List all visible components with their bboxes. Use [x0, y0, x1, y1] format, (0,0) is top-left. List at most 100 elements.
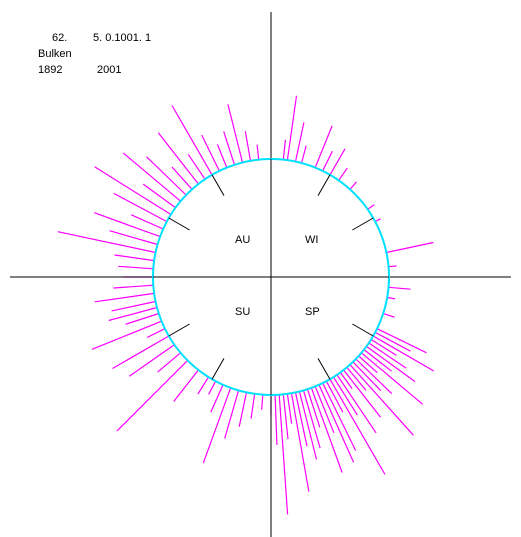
- bar-54: [210, 384, 224, 413]
- bar-73: [109, 230, 158, 246]
- bar-79: [122, 152, 181, 202]
- ring-tick-10: [168, 217, 190, 231]
- bar-71: [114, 254, 155, 262]
- header-line1-b: 5. 0.1001. 1: [93, 32, 152, 44]
- bar-14: [387, 296, 396, 300]
- bar-33: [329, 378, 386, 475]
- bar-42: [294, 392, 308, 447]
- bar-19: [370, 338, 397, 356]
- ring-tick-5: [317, 358, 331, 380]
- bar-70: [118, 265, 154, 270]
- bar-77: [94, 166, 172, 216]
- bar-62: [146, 328, 166, 339]
- ring-tick-2: [352, 217, 374, 231]
- bar-0: [282, 139, 286, 160]
- bars-layer: [57, 95, 435, 515]
- bar-52: [224, 390, 240, 439]
- tick-marks: [153, 159, 389, 395]
- bar-55: [208, 380, 217, 395]
- bar-46: [278, 394, 289, 515]
- bar-74: [94, 212, 161, 238]
- bar-84: [171, 105, 213, 176]
- bar-50: [250, 393, 256, 419]
- bar-25: [355, 358, 393, 395]
- bar-22: [363, 349, 392, 372]
- bar-39: [306, 389, 321, 428]
- bar-5: [322, 150, 333, 172]
- bar-6: [329, 148, 346, 176]
- bar-41: [298, 391, 318, 460]
- bar-36: [318, 384, 355, 463]
- bar-57: [173, 369, 199, 402]
- bar-85: [201, 134, 220, 172]
- bar-45: [282, 394, 289, 440]
- bar-89: [244, 131, 252, 161]
- bar-9: [367, 204, 375, 210]
- ring-tick-7: [211, 358, 225, 380]
- bar-68: [113, 284, 154, 289]
- ring-tick-8: [168, 323, 190, 337]
- bar-51: [238, 392, 248, 427]
- bar-81: [171, 166, 193, 190]
- bar-1: [286, 95, 298, 161]
- year-start: 1892: [38, 64, 63, 76]
- bar-83: [187, 153, 206, 180]
- bar-24: [358, 355, 378, 374]
- bar-17: [374, 331, 411, 352]
- bar-27: [349, 364, 414, 436]
- bar-59: [157, 352, 181, 373]
- bar-44: [286, 393, 293, 424]
- bar-18: [372, 335, 435, 372]
- season-label-sp: SP: [305, 306, 320, 318]
- ring-tick-4: [352, 323, 374, 337]
- ring-tick-11: [211, 174, 225, 196]
- bar-37: [314, 386, 335, 434]
- bar-72: [57, 231, 156, 254]
- bar-90: [256, 144, 260, 160]
- bar-80: [146, 156, 187, 196]
- bar-86: [216, 144, 228, 168]
- station-name: Bulken: [38, 48, 72, 60]
- bar-32: [332, 376, 358, 416]
- bar-56: [197, 376, 210, 395]
- bar-60: [128, 344, 175, 377]
- bar-20: [368, 342, 407, 369]
- bar-4: [314, 125, 333, 168]
- bar-47: [274, 394, 278, 445]
- season-label-au: AU: [235, 234, 250, 246]
- bar-53: [202, 387, 232, 464]
- bar-49: [261, 394, 264, 410]
- bar-82: [157, 132, 199, 185]
- bar-34: [325, 380, 344, 413]
- bar-11: [386, 241, 434, 254]
- ring-tick-1: [317, 174, 331, 196]
- bar-29: [343, 369, 382, 418]
- bar-61: [112, 335, 170, 370]
- season-label-wi: WI: [305, 234, 318, 246]
- bar-58: [116, 359, 189, 432]
- bar-64: [125, 312, 159, 325]
- bar-30: [339, 372, 353, 389]
- bar-23: [361, 352, 424, 405]
- bar-65: [108, 306, 158, 322]
- bar-78: [142, 183, 176, 209]
- bar-35: [322, 382, 357, 451]
- bar-3: [300, 145, 307, 164]
- bar-16: [376, 328, 427, 354]
- bar-88: [227, 104, 244, 163]
- bar-87: [223, 131, 236, 165]
- bar-15: [383, 312, 395, 318]
- bar-28: [346, 367, 367, 391]
- bar-40: [302, 390, 321, 449]
- bar-10: [374, 218, 381, 223]
- header-line1-a: 62.: [52, 32, 68, 44]
- season-label-su: SU: [235, 306, 250, 318]
- bar-8: [349, 181, 358, 190]
- year-end: 2001: [97, 64, 122, 76]
- bar-76: [113, 192, 168, 223]
- bar-13: [388, 286, 411, 290]
- bar-75: [130, 214, 164, 230]
- bar-26: [352, 361, 382, 392]
- bar-66: [111, 300, 156, 312]
